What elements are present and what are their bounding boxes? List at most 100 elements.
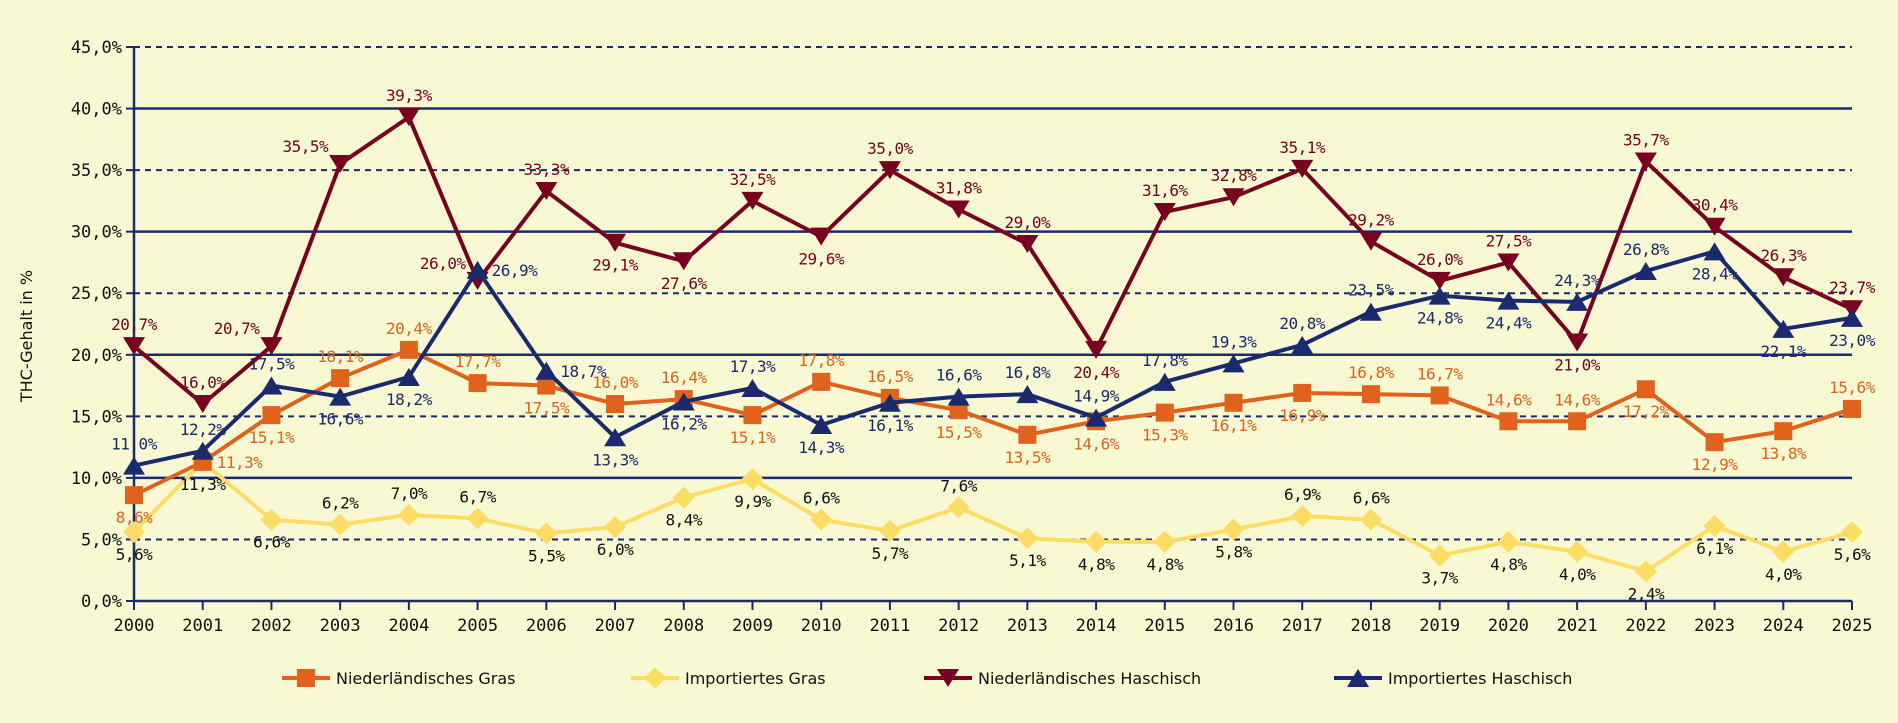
data-label-niederlaendisches-gras: 15,1% <box>730 428 777 447</box>
series-importiertes-gras <box>123 450 1863 583</box>
data-point-niederlaendisches-haschisch <box>604 233 627 252</box>
x-tick-label: 2016 <box>1213 616 1254 636</box>
data-label-niederlaendisches-gras: 8,6% <box>116 508 153 527</box>
data-point-importiertes-haschisch <box>1016 385 1039 404</box>
x-tick-label: 2019 <box>1419 616 1460 636</box>
series-niederlaendisches-gras <box>125 340 1861 505</box>
data-point-importiertes-haschisch <box>535 361 558 380</box>
data-label-niederlaendisches-gras: 16,0% <box>592 373 639 392</box>
data-point-importiertes-gras <box>1841 521 1863 544</box>
data-label-niederlaendisches-gras: 16,4% <box>661 368 708 387</box>
x-tick-labels: 2000 2001 2002 2003 2004 2005 2006 2007 2008 2009… <box>114 601 1872 636</box>
data-label-niederlaendisches-haschisch: 30,4% <box>1692 196 1739 215</box>
data-point-importiertes-haschisch <box>1634 262 1657 281</box>
data-label-importiertes-haschisch: 26,8% <box>1623 240 1670 259</box>
data-label-niederlaendisches-gras: 15,6% <box>1829 378 1876 397</box>
data-point-niederlaendisches-haschisch <box>878 161 901 180</box>
data-point-importiertes-haschisch <box>1566 292 1589 311</box>
data-label-niederlaendisches-haschisch: 35,7% <box>1623 130 1670 149</box>
data-point-importiertes-haschisch <box>741 379 764 398</box>
legend-label: Niederländisches Gras <box>336 668 516 688</box>
data-label-niederlaendisches-gras: 14,6% <box>1073 434 1120 453</box>
data-point-niederlaendisches-gras <box>1155 403 1174 422</box>
thc-line-chart: 0,0% 5,0% 10,0% 15,0% 20,0% 25,0% 30,0% 35,0% 40… <box>17 38 1876 636</box>
data-label-importiertes-gras: 3,7% <box>1421 568 1458 587</box>
data-label-importiertes-gras: 5,7% <box>872 544 909 563</box>
data-label-importiertes-haschisch: 12,2% <box>180 420 227 439</box>
data-point-niederlaendisches-gras <box>125 486 143 505</box>
data-point-niederlaendisches-haschisch <box>397 108 420 127</box>
data-label-niederlaendisches-gras: 15,1% <box>249 428 296 447</box>
data-label-niederlaendisches-haschisch: 26,3% <box>1760 246 1807 265</box>
data-label-importiertes-gras: 6,1% <box>1696 539 1733 558</box>
data-label-importiertes-gras: 6,0% <box>597 540 634 559</box>
data-label-niederlaendisches-gras: 17,8% <box>798 351 845 370</box>
data-label-niederlaendisches-haschisch: 27,6% <box>661 274 708 293</box>
data-label-importiertes-gras: 7,0% <box>391 484 428 503</box>
data-point-importiertes-gras <box>1703 514 1726 537</box>
data-point-niederlaendisches-gras <box>537 376 556 395</box>
data-label-importiertes-gras: 6,6% <box>253 533 290 552</box>
data-label-niederlaendisches-gras: 16,5% <box>867 367 914 386</box>
data-label-importiertes-gras: 4,0% <box>1559 565 1596 584</box>
data-label-importiertes-gras: 6,2% <box>322 494 359 513</box>
data-point-importiertes-gras <box>1291 505 1314 528</box>
data-point-niederlaendisches-haschisch <box>191 395 214 414</box>
data-label-niederlaendisches-haschisch: 32,8% <box>1211 166 1258 185</box>
x-tick-label: 2022 <box>1625 616 1666 636</box>
x-tick-label: 2006 <box>526 616 567 636</box>
data-label-importiertes-haschisch: 11,0% <box>111 435 158 454</box>
data-label-niederlaendisches-gras: 17,7% <box>455 352 502 371</box>
data-label-niederlaendisches-gras: 13,5% <box>1005 448 1052 467</box>
data-label-importiertes-haschisch: 19,3% <box>1211 332 1258 351</box>
data-point-importiertes-gras <box>810 508 833 531</box>
x-tick-label: 2018 <box>1350 616 1391 636</box>
y-tick-label: 35,0% <box>71 161 122 181</box>
data-label-niederlaendisches-haschisch: 20,7% <box>214 319 261 338</box>
legend-item: Importiertes Haschisch <box>1334 664 1572 692</box>
data-point-importiertes-haschisch <box>466 260 489 279</box>
data-point-niederlaendisches-haschisch <box>123 337 145 356</box>
data-point-niederlaendisches-haschisch <box>260 337 283 356</box>
data-point-niederlaendisches-haschisch <box>1566 333 1589 352</box>
y-tick-label: 30,0% <box>71 223 122 243</box>
data-label-niederlaendisches-haschisch: 29,0% <box>1005 213 1052 232</box>
x-tick-label: 2013 <box>1007 616 1048 636</box>
data-label-importiertes-haschisch: 18,2% <box>386 390 433 409</box>
data-label-importiertes-gras: 5,5% <box>528 546 565 565</box>
data-label-importiertes-gras: 5,6% <box>116 545 153 564</box>
x-tick-label: 2012 <box>938 616 979 636</box>
data-label-importiertes-gras: 6,9% <box>1284 485 1321 504</box>
legend-marker <box>1347 669 1369 687</box>
data-point-niederlaendisches-haschisch <box>1428 271 1451 290</box>
data-label-niederlaendisches-gras: 16,1% <box>1211 416 1258 435</box>
data-point-importiertes-haschisch <box>810 415 833 434</box>
data-label-importiertes-haschisch: 14,3% <box>798 438 845 457</box>
data-label-importiertes-gras: 5,1% <box>1009 551 1046 570</box>
data-point-importiertes-haschisch <box>1085 408 1108 427</box>
legend: Niederländisches Gras Importiertes Gras Ni… <box>0 664 1898 692</box>
data-label-importiertes-haschisch: 20,8% <box>1279 314 1326 333</box>
data-point-importiertes-haschisch <box>1703 242 1726 261</box>
diamond-marker-icon <box>631 667 679 689</box>
x-tick-label: 2014 <box>1076 616 1117 636</box>
data-point-niederlaendisches-haschisch <box>1085 340 1108 359</box>
data-label-importiertes-haschisch: 17,5% <box>249 355 296 374</box>
data-point-niederlaendisches-gras <box>1774 422 1793 441</box>
data-label-niederlaendisches-haschisch: 32,5% <box>730 170 777 189</box>
data-point-importiertes-haschisch <box>1497 291 1520 310</box>
data-label-importiertes-haschisch: 23,5% <box>1348 281 1395 300</box>
x-tick-label: 2010 <box>801 616 842 636</box>
data-point-niederlaendisches-haschisch <box>1703 217 1726 236</box>
data-label-importiertes-haschisch: 17,3% <box>730 357 777 376</box>
data-label-importiertes-haschisch: 16,8% <box>1005 363 1052 382</box>
data-label-niederlaendisches-haschisch: 35,5% <box>282 137 329 156</box>
data-label-importiertes-haschisch: 16,1% <box>867 416 914 435</box>
series-line-importiertes-haschisch <box>133 249 1853 468</box>
x-tick-label: 2020 <box>1488 616 1529 636</box>
data-point-niederlaendisches-gras <box>812 372 831 391</box>
data-label-importiertes-haschisch: 24,8% <box>1417 309 1464 328</box>
data-label-niederlaendisches-haschisch: 26,0% <box>1417 250 1464 269</box>
data-label-niederlaendisches-haschisch: 21,0% <box>1554 355 1601 374</box>
x-tick-label: 2008 <box>663 616 704 636</box>
